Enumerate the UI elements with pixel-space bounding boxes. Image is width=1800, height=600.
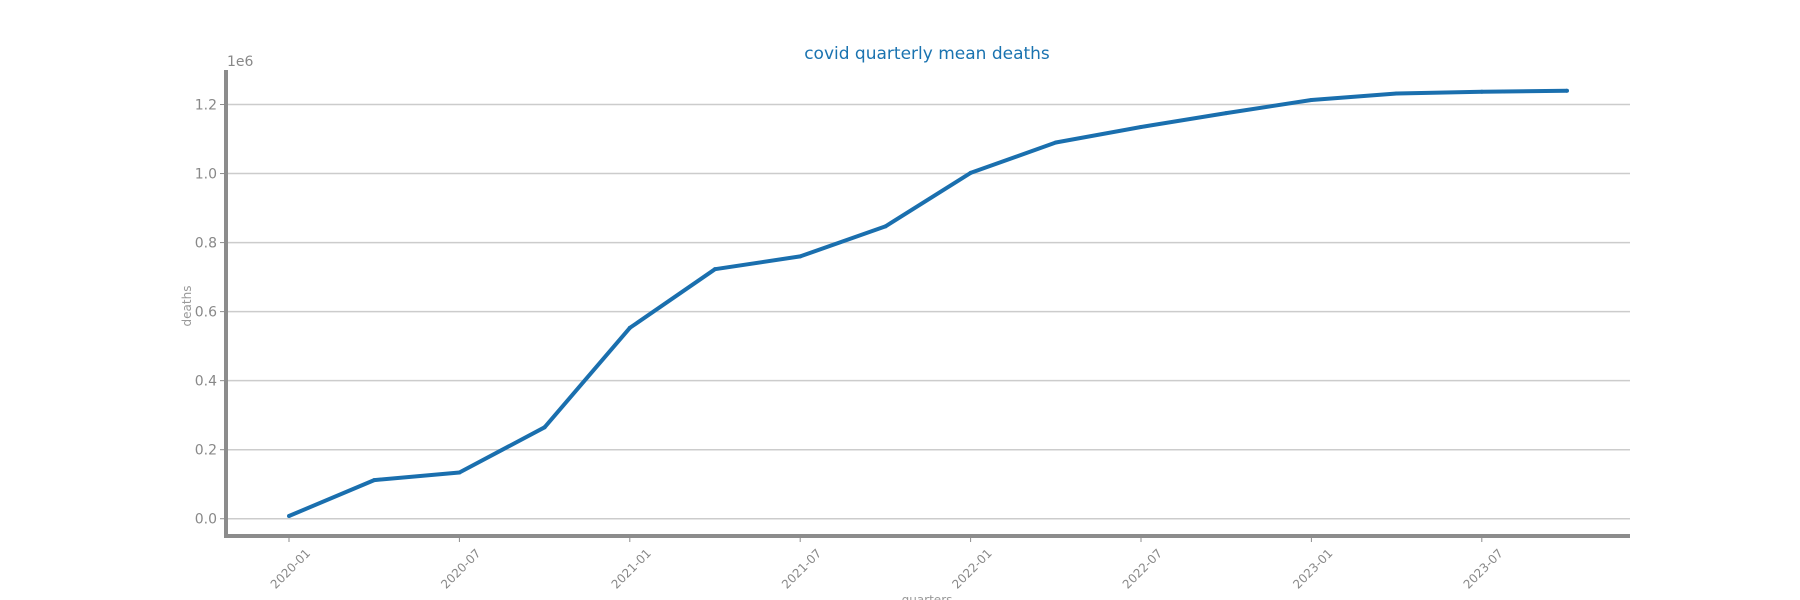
y-axis-label: deaths — [180, 286, 194, 327]
data-point — [627, 325, 632, 330]
y-tick-label: 1.2 — [195, 98, 217, 114]
y-tick-label: 0.6 — [195, 305, 217, 321]
data-point — [1479, 89, 1484, 94]
data-point — [457, 470, 462, 475]
y-scale-label: 1e6 — [227, 54, 254, 70]
data-point — [883, 224, 888, 229]
x-tick-label: 2022-07 — [1120, 546, 1165, 591]
data-point — [1224, 111, 1229, 116]
x-axis-label: quarters — [902, 593, 953, 600]
x-tick-label: 2020-07 — [438, 546, 483, 591]
data-point — [1139, 124, 1143, 129]
x-tick-label: 2021-07 — [779, 546, 824, 591]
data-point — [372, 478, 377, 483]
x-tick-label: 2023-07 — [1461, 546, 1506, 591]
grid-lines — [226, 103, 1630, 520]
x-tick-label: 2021-01 — [609, 546, 654, 591]
chart-title: covid quarterly mean deaths — [804, 44, 1050, 64]
x-tick-label: 2020-01 — [268, 546, 313, 591]
data-point — [1394, 91, 1399, 96]
data-point — [287, 513, 291, 518]
y-tick-label: 0.0 — [195, 512, 217, 528]
data-point — [713, 267, 717, 272]
series-line — [288, 88, 1568, 518]
y-tick-label: 0.8 — [195, 236, 217, 252]
x-tick-label: 2022-01 — [949, 546, 994, 591]
data-point — [968, 170, 973, 175]
x-axis-ticks: 2020-01 2020-07 2021-01 2021-07 2022-01 2022-… — [268, 536, 1506, 592]
y-axis-ticks: 0.0 0.2 0.4 0.6 0.8 1.0 1.2 — [195, 98, 226, 528]
data-point — [798, 254, 803, 259]
data-point — [1309, 98, 1314, 103]
data-point — [542, 425, 547, 430]
y-tick-label: 1.0 — [195, 167, 217, 183]
y-tick-label: 0.4 — [195, 374, 217, 390]
y-tick-label: 0.2 — [195, 443, 217, 459]
series-layer — [287, 88, 1569, 518]
x-tick-label: 2023-01 — [1290, 546, 1335, 591]
data-point — [1565, 88, 1569, 93]
data-point — [1053, 140, 1058, 145]
